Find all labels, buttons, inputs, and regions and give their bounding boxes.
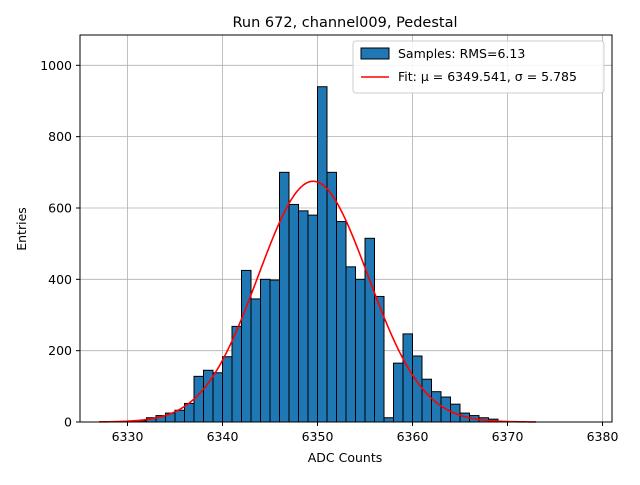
- x-tick-label: 6350: [302, 429, 334, 444]
- x-tick-label: 6370: [492, 429, 524, 444]
- legend-histogram-label: Samples: RMS=6.13: [398, 46, 525, 61]
- histogram-bar: [269, 279, 280, 423]
- histogram-bar: [250, 298, 261, 423]
- legend-fit-label: Fit: μ = 6349.541, σ = 5.785: [398, 69, 577, 84]
- histogram-bar: [364, 237, 375, 423]
- histogram-bar: [412, 355, 423, 423]
- y-tick-label: 400: [48, 272, 72, 287]
- histogram-bar: [336, 221, 347, 423]
- y-tick-label: 1000: [40, 58, 72, 73]
- legend-box: [352, 40, 605, 94]
- gaussian-fit-line: [98, 180, 537, 423]
- histogram-bar: [279, 171, 290, 423]
- x-tick-label: 6340: [207, 429, 239, 444]
- histogram-bar: [307, 214, 318, 423]
- histogram-bar: [174, 409, 185, 423]
- histogram-bar: [402, 333, 413, 423]
- histogram-bar: [231, 325, 242, 423]
- x-tick-label: 6380: [587, 429, 619, 444]
- y-tick-label: 200: [48, 343, 72, 358]
- plot-frame: [79, 34, 613, 423]
- legend-histogram-swatch: [360, 47, 390, 60]
- histogram-bar: [222, 356, 233, 423]
- histogram-bar: [345, 266, 356, 423]
- histogram-bar: [383, 417, 394, 423]
- histogram-bar: [298, 210, 309, 423]
- histogram-bar: [317, 86, 328, 423]
- histogram-bar: [193, 375, 204, 423]
- histogram-bar: [355, 278, 366, 423]
- x-tick-label: 6360: [397, 429, 429, 444]
- histogram-bar: [241, 269, 252, 423]
- histogram-bar: [288, 203, 299, 423]
- histogram-bar: [431, 391, 442, 423]
- chart-title: Run 672, channel009, Pedestal: [232, 15, 457, 31]
- histogram-bar: [421, 378, 432, 423]
- histogram-bar: [212, 372, 223, 423]
- y-tick-label: 600: [48, 200, 72, 215]
- axis-ticks: 6330 6340 6350 6360 6370 6380 0 200 400 600 800 100…: [40, 58, 618, 444]
- y-axis-label: Entries: [14, 207, 29, 251]
- x-axis-label: ADC Counts: [308, 450, 383, 465]
- histogram-bar: [393, 362, 404, 423]
- y-tick-label: 0: [64, 415, 72, 430]
- histogram-bar: [326, 171, 337, 423]
- y-tick-label: 800: [48, 129, 72, 144]
- legend: Samples: RMS=6.13 Fit: μ = 6349.541, σ =…: [352, 40, 605, 94]
- histogram-bar: [260, 278, 271, 423]
- x-tick-label: 6330: [112, 429, 144, 444]
